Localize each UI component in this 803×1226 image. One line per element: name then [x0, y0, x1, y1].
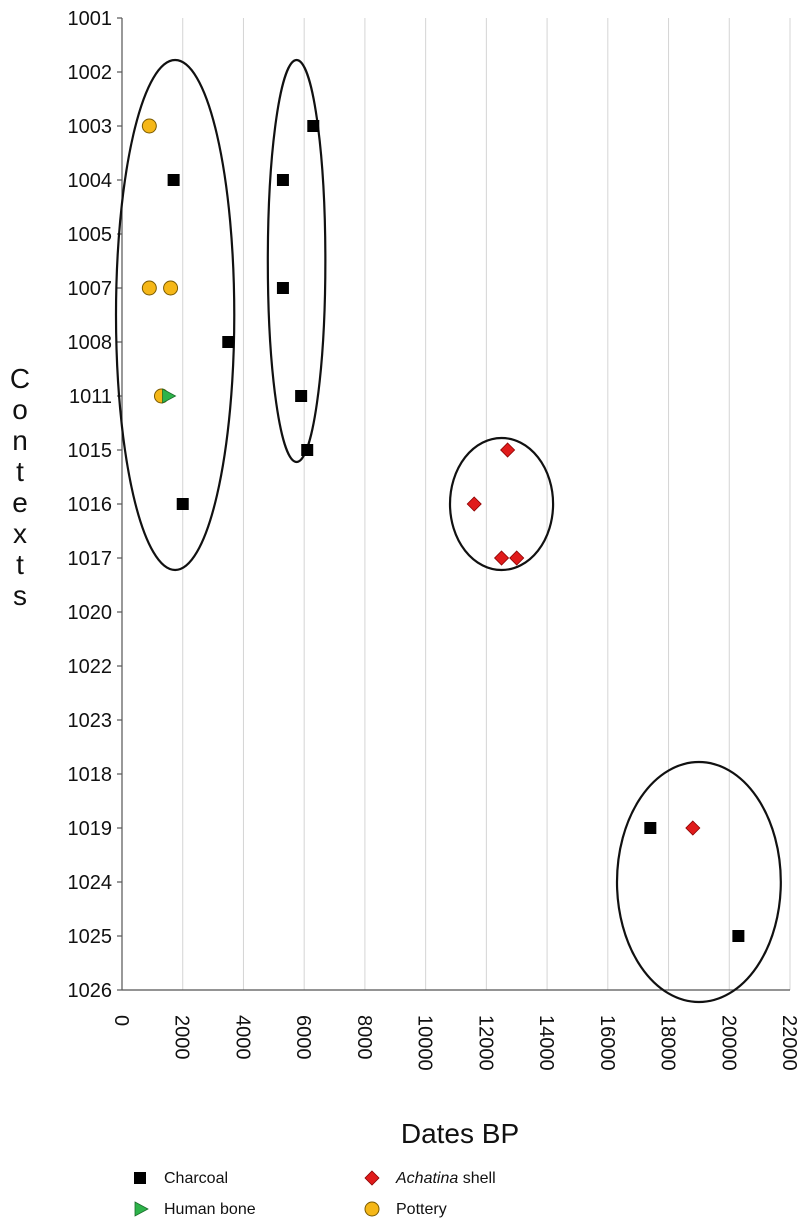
y-tick-label: 1019: [68, 818, 113, 840]
x-tick-label: 6000: [292, 1015, 314, 1060]
cluster-ellipses: [114, 58, 782, 1004]
y-axis-title-letter: t: [16, 549, 24, 580]
legend-marker-achatina: [364, 1170, 380, 1186]
y-tick-label: 1025: [68, 926, 113, 948]
charcoal-point: [222, 336, 235, 348]
x-tick-label: 0: [110, 1015, 132, 1026]
y-tick-label: 1026: [68, 980, 113, 1002]
charcoal-point: [732, 930, 745, 942]
legend-item-human_bone: Human bone: [134, 1201, 256, 1218]
y-tick-label: 1022: [68, 656, 113, 678]
pottery-point: [141, 280, 157, 296]
legend-item-charcoal: Charcoal: [134, 1170, 228, 1187]
x-tick-label: 12000: [474, 1015, 496, 1071]
x-tick-label: 22000: [778, 1015, 800, 1071]
achatina-shell-point: [685, 820, 701, 836]
x-axis-title: Dates BP: [401, 1118, 519, 1149]
legend-label-human_bone: Human bone: [164, 1201, 256, 1218]
y-tick-label: 1020: [68, 602, 113, 624]
charcoal-point: [276, 174, 289, 186]
y-axis-title-letter: n: [12, 425, 28, 456]
cluster-ellipse: [266, 58, 327, 464]
y-axis-title-letter: x: [13, 518, 27, 549]
legend-marker-human_bone: [134, 1201, 149, 1217]
cluster-ellipse: [448, 436, 555, 572]
y-tick-labels: 1001 1002 1003 1004 1005 1007 1008 1011 1015 1016…: [68, 8, 113, 1002]
x-tick-label: 14000: [535, 1015, 557, 1071]
charcoal-point: [276, 282, 289, 294]
pottery-point: [163, 280, 179, 296]
y-tick-label: 1001: [68, 8, 113, 30]
y-tick-label: 1007: [68, 278, 113, 300]
achatina-shell-point: [493, 550, 510, 566]
y-tick-label: 1004: [68, 170, 113, 192]
x-tick-label: 16000: [596, 1015, 618, 1071]
x-tick-label: 8000: [353, 1015, 375, 1060]
legend-item-pottery: Pottery: [364, 1201, 447, 1218]
y-tick-label: 1017: [68, 548, 113, 570]
y-axis-title-letter: t: [16, 456, 24, 487]
cluster-ellipse: [114, 58, 236, 572]
y-tick-label: 1023: [68, 710, 113, 732]
legend-item-achatina: Achatina shell: [364, 1170, 496, 1187]
y-axis-title-letter: e: [12, 487, 28, 518]
y-tick-label: 1008: [68, 332, 113, 354]
charcoal-point: [301, 444, 314, 456]
legend-label-charcoal: Charcoal: [164, 1170, 228, 1187]
x-tick-label: 20000: [717, 1015, 739, 1071]
y-tick-label: 1003: [68, 116, 113, 138]
achatina-shell-point: [509, 550, 525, 566]
legend-label-pottery: Pottery: [396, 1201, 447, 1218]
x-tick-label: 4000: [231, 1015, 253, 1060]
charcoal-point: [167, 174, 180, 186]
legend-label-achatina: Achatina shell: [395, 1170, 496, 1187]
y-tick-label: 1002: [68, 62, 113, 84]
charcoal-point: [307, 120, 320, 132]
y-tick-label: 1011: [69, 386, 112, 408]
human-bone-point: [162, 388, 177, 404]
y-axis-title-letter: s: [13, 580, 27, 611]
y-tick-label: 1015: [68, 440, 113, 462]
x-tick-label: 18000: [657, 1015, 679, 1071]
charcoal-point: [176, 498, 189, 510]
y-axis-title-letter: o: [12, 394, 28, 425]
x-tick-labels: 0 2000 4000 6000 8000 10000 12000 14000 16000 180…: [110, 1015, 800, 1071]
charcoal-point: [644, 822, 657, 834]
legend: Charcoal Human bone Achatina shell Pottery: [134, 1170, 496, 1218]
achatina-shell-point: [500, 442, 516, 458]
axes: [117, 17, 790, 991]
y-tick-label: 1005: [68, 224, 113, 246]
x-tick-label: 10000: [414, 1015, 436, 1071]
grid-lines: [121, 18, 791, 990]
pottery-point: [141, 118, 157, 134]
data-points: [141, 118, 745, 942]
y-tick-label: 1018: [68, 764, 113, 786]
cluster-ellipse: [615, 760, 782, 1004]
legend-marker-charcoal: [134, 1172, 146, 1184]
y-tick-label: 1024: [68, 872, 113, 894]
achatina-shell-point: [466, 496, 482, 512]
legend-marker-pottery: [364, 1201, 380, 1217]
y-tick-label: 1016: [68, 494, 113, 516]
charcoal-point: [295, 390, 308, 402]
x-tick-label: 2000: [171, 1015, 193, 1060]
y-axis-title-letter: C: [10, 363, 30, 394]
